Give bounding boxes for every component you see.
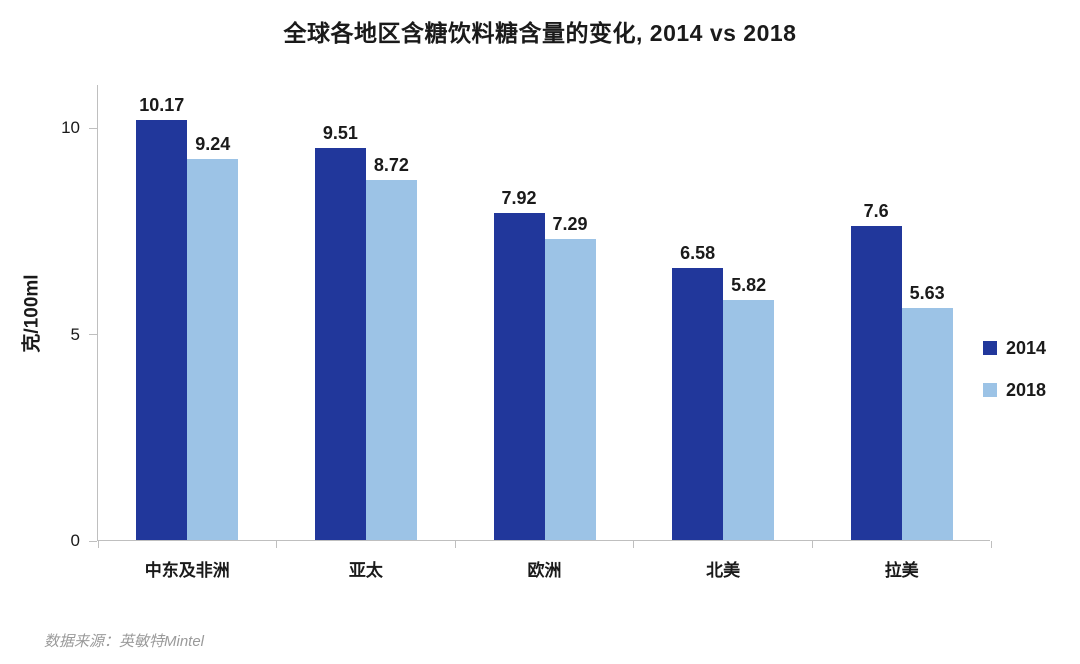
bar-2014 [850, 226, 902, 540]
x-tick-mark [276, 541, 278, 548]
bar-value-label: 9.24 [195, 133, 231, 154]
x-tick-mark [454, 541, 456, 548]
y-tick-label: 5 [70, 324, 80, 344]
bar-value-label: 8.72 [373, 155, 409, 176]
legend-item: 2018 [983, 378, 1046, 402]
y-tick-mark [89, 127, 97, 129]
y-tick-mark [89, 540, 97, 542]
bar-value-label: 6.58 [680, 243, 716, 264]
bar-2014 [136, 120, 188, 540]
bar-value-label: 5.63 [909, 282, 945, 303]
x-tick-mark [990, 541, 992, 548]
bar-value-label: 7.6 [863, 201, 889, 222]
category-label: 北美 [706, 561, 741, 580]
plot-area: 0 5 10 10.17 9.24 中东及非洲 9.51 8.72 亚太 7.92 7.29 欧洲 6.… [61, 85, 992, 580]
legend-item: 2014 [983, 336, 1046, 360]
bar-2018 [901, 307, 953, 540]
chart-title: 全球各地区含糖饮料糖含量的变化, 2014 vs 2018 [283, 20, 797, 46]
y-tick-label: 10 [61, 118, 80, 138]
category-label: 中东及非洲 [144, 561, 230, 580]
bar-value-label: 7.29 [552, 214, 588, 235]
y-tick-label: 0 [70, 531, 80, 550]
category-label: 亚太 [348, 561, 383, 580]
legend: 2014 2018 [983, 336, 1046, 420]
source-note: 数据来源：英敏特Mintel [44, 633, 205, 650]
bar-2018 [187, 158, 239, 540]
legend-label: 2014 [1006, 337, 1047, 358]
legend-swatch-2018 [983, 383, 997, 397]
y-axis-title: 克/100ml [8, 85, 52, 541]
legend-swatch-2014 [983, 341, 997, 355]
bar-2014 [672, 268, 724, 540]
bar-2014 [493, 213, 545, 540]
bar-2014 [314, 147, 366, 540]
bar-value-label: 9.51 [322, 122, 358, 143]
legend-label: 2018 [1006, 379, 1047, 400]
x-tick-mark [97, 541, 99, 548]
category-label: 欧洲 [527, 561, 562, 580]
bar-value-label: 5.82 [731, 274, 767, 295]
bar-2018 [544, 239, 596, 540]
x-tick-mark [811, 541, 813, 548]
bar-2018 [365, 180, 417, 540]
bar-value-label: 10.17 [139, 95, 185, 116]
bar-2018 [723, 299, 775, 540]
y-tick-mark [89, 334, 97, 336]
category-label: 拉美 [884, 561, 919, 580]
bar-value-label: 7.92 [501, 188, 537, 209]
x-tick-mark [633, 541, 635, 548]
